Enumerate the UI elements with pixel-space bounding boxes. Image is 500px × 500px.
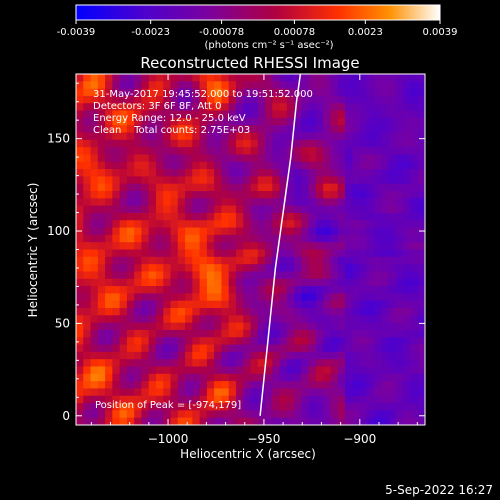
x-axis-label: Heliocentric X (arcsec) (180, 447, 316, 461)
colorbar: -0.0039 -0.0023 -0.00078 0.00078 0.0023 0.003… (57, 4, 458, 51)
x-tick-label: −1000 (148, 432, 189, 446)
colorbar-ticks: -0.0039 -0.0023 -0.00078 0.00078 0.0023 0.003… (57, 20, 458, 38)
colorbar-units: (photons cm⁻² s⁻¹ asec⁻²) (204, 40, 333, 51)
y-tick-label: 50 (55, 316, 70, 330)
y-tick-label: 150 (47, 132, 70, 146)
solar-limb-line (259, 74, 302, 416)
heatmap-image (76, 74, 425, 425)
y-tick-label: 0 (62, 409, 70, 423)
colorbar-tick-label: 0.00078 (274, 27, 315, 38)
colorbar-tick-label: -0.00078 (199, 27, 244, 38)
colorbar-gradient (75, 4, 441, 21)
y-axis-label: Heliocentric Y (arcsec) (26, 183, 40, 318)
x-axis: −1000 −950 −900 (90, 74, 418, 446)
info-line-energy: Energy Range: 12.0 - 25.0 keV (93, 113, 246, 124)
chart-title: Reconstructed RHESSI Image (140, 54, 359, 72)
footer-date: 5-Sep-2022 16:27 (385, 483, 493, 497)
colorbar-tick-label: -0.0039 (57, 27, 96, 38)
colorbar-tick-label: 0.0023 (348, 27, 383, 38)
info-line-time: 31-May-2017 19:45:52.000 to 19:51:52.000 (93, 89, 313, 100)
peak-position-label: Position of Peak = [-974,179] (95, 400, 241, 411)
info-block: 31-May-2017 19:45:52.000 to 19:51:52.000… (93, 89, 313, 136)
y-tick-label: 100 (47, 224, 70, 238)
info-line-detectors: Detectors: 3F 6F 8F, Att 0 (93, 101, 221, 112)
info-line-clean: Clean Total counts: 2.75E+03 (93, 125, 250, 136)
colorbar-tick-label: -0.0023 (131, 27, 170, 38)
x-tick-label: −950 (247, 432, 280, 446)
colorbar-tick-label: 0.0039 (423, 27, 458, 38)
x-tick-label: −900 (343, 432, 376, 446)
y-axis: 0 50 100 150 (47, 82, 425, 423)
